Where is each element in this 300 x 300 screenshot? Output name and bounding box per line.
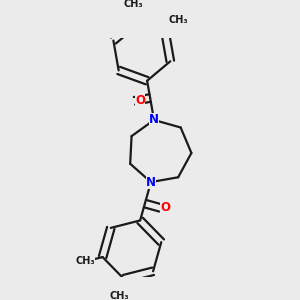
Text: CH₃: CH₃ [169, 15, 188, 25]
Text: N: N [149, 113, 159, 127]
Text: CH₃: CH₃ [124, 0, 143, 9]
Text: N: N [146, 176, 156, 189]
Text: CH₃: CH₃ [109, 291, 129, 300]
Text: O: O [135, 94, 146, 107]
Text: O: O [160, 201, 170, 214]
Text: CH₃: CH₃ [76, 256, 95, 266]
